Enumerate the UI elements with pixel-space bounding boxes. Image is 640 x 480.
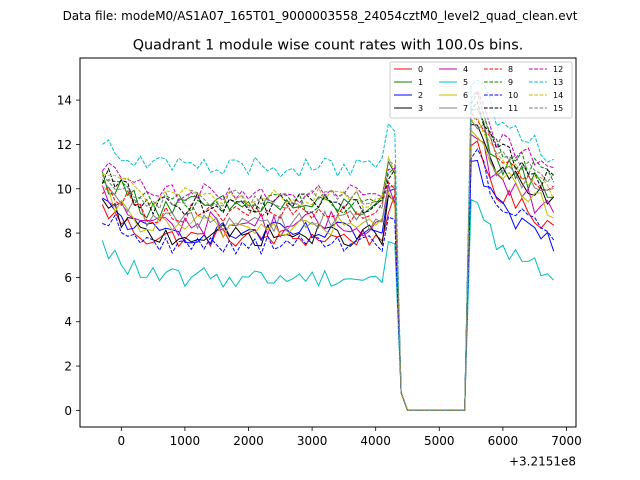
- series-line-0: [101, 140, 554, 411]
- x-axis: 0 1000 2000 3000 4000 5000 6000 7000: [118, 427, 582, 448]
- series-line-3: [101, 123, 555, 411]
- y-tick-label: 2: [64, 360, 72, 374]
- y-tick-label: 10: [57, 182, 72, 196]
- x-tick-label: 3000: [297, 434, 328, 448]
- x-tick-label: 6000: [488, 434, 519, 448]
- legend-label-6: 6: [463, 91, 468, 100]
- x-tick-label: 4000: [360, 434, 391, 448]
- x-tick-label: 2000: [233, 434, 264, 448]
- series-line-9: [102, 91, 555, 411]
- series-line-11: [101, 100, 555, 411]
- legend-label-1: 1: [418, 78, 423, 87]
- x-tick-label: 5000: [424, 434, 455, 448]
- y-tick-label: 14: [57, 94, 72, 108]
- series-line-6: [102, 129, 554, 411]
- legend-label-13: 13: [553, 78, 563, 87]
- legend-label-5: 5: [463, 78, 468, 87]
- figure-suptitle: Data file: modeM0/AS1A07_165T01_90000035…: [63, 9, 578, 23]
- series-line-10: [102, 148, 555, 411]
- legend-label-4: 4: [463, 65, 468, 74]
- y-tick-label: 0: [64, 404, 72, 418]
- y-tick-label: 6: [64, 271, 72, 285]
- legend-label-9: 9: [508, 78, 513, 87]
- series-line-4: [101, 133, 555, 411]
- legend-label-15: 15: [553, 104, 563, 113]
- y-tick-label: 4: [64, 315, 72, 329]
- y-tick-label: 8: [64, 227, 72, 241]
- x-offset-label: +3.2151e8: [509, 455, 576, 469]
- legend-label-7: 7: [463, 104, 468, 113]
- legend-label-3: 3: [418, 104, 423, 113]
- legend-label-10: 10: [508, 91, 518, 100]
- y-tick-label: 12: [57, 138, 72, 152]
- y-axis: 0 2 4 6 8 10 12 14: [57, 94, 80, 418]
- x-tick-label: 1000: [170, 434, 201, 448]
- x-tick-label: 7000: [551, 434, 582, 448]
- legend-label-11: 11: [508, 104, 518, 113]
- legend-label-2: 2: [418, 91, 423, 100]
- legend-label-8: 8: [508, 65, 513, 74]
- legend-box: [389, 61, 573, 119]
- series-line-2: [102, 159, 555, 411]
- series-line-14: [102, 116, 555, 411]
- series-line-5: [101, 198, 555, 411]
- chart-title: Quadrant 1 module wise count rates with …: [133, 38, 524, 54]
- series-layer: [101, 79, 555, 411]
- series-line-8: [101, 111, 554, 411]
- legend-label-14: 14: [553, 91, 563, 100]
- x-tick-label: 0: [118, 434, 126, 448]
- legend-label-12: 12: [553, 65, 563, 74]
- plot-frame: [79, 57, 577, 428]
- legend-label-0: 0: [418, 65, 423, 74]
- series-line-7: [101, 118, 554, 411]
